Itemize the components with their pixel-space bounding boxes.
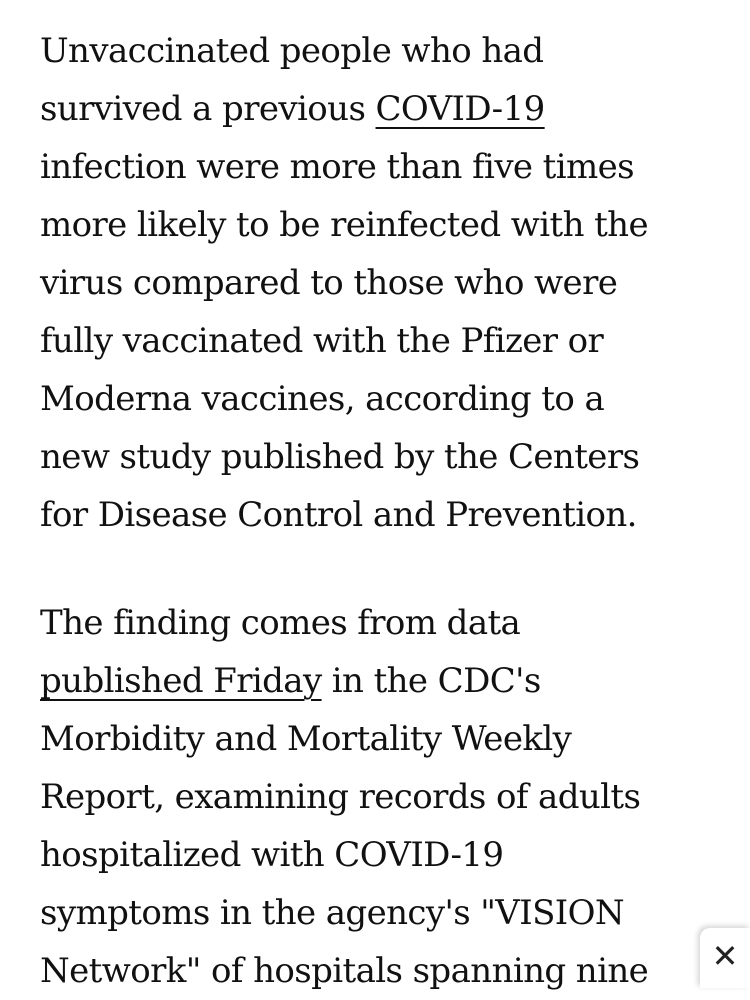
text-line: symptoms in the agency's "VISION [40, 893, 625, 933]
text-line: Unvaccinated people who had [40, 31, 544, 71]
close-icon: ✕ [711, 937, 739, 975]
covid-19-link[interactable]: COVID-19 [375, 89, 546, 129]
text-line: published Friday in the CDC's [40, 652, 730, 710]
text-line: Report, examining records of adults [40, 777, 641, 817]
paragraph-2: The finding comes from data published Fr… [40, 594, 730, 1000]
text-line: new study published by the Centers [40, 437, 640, 477]
text-line: Morbidity and Mortality Weekly [40, 719, 572, 759]
text-line: virus compared to those who were [40, 263, 618, 303]
text-segment: survived a previous [40, 89, 376, 129]
text-segment: in the CDC's [321, 661, 542, 701]
text-line: more likely to be reinfected with the [40, 205, 649, 245]
text-line: Moderna vaccines, according to a [40, 379, 605, 419]
text-line: infection were more than five times [40, 147, 635, 187]
paragraph-1: Unvaccinated people who had survived a p… [40, 22, 730, 544]
published-friday-link[interactable]: published Friday [40, 661, 322, 701]
close-button[interactable]: ✕ [700, 928, 750, 988]
text-line: for Disease Control and Prevention. [40, 495, 637, 535]
text-line: The finding comes from data [40, 603, 521, 643]
article-body: Unvaccinated people who had survived a p… [40, 22, 730, 1000]
text-line: hospitalized with COVID-19 [40, 835, 504, 875]
text-line: Network" of hospitals spanning nine [40, 951, 649, 991]
text-line: survived a previous COVID-19 [40, 80, 730, 138]
text-line: fully vaccinated with the Pfizer or [40, 321, 604, 361]
